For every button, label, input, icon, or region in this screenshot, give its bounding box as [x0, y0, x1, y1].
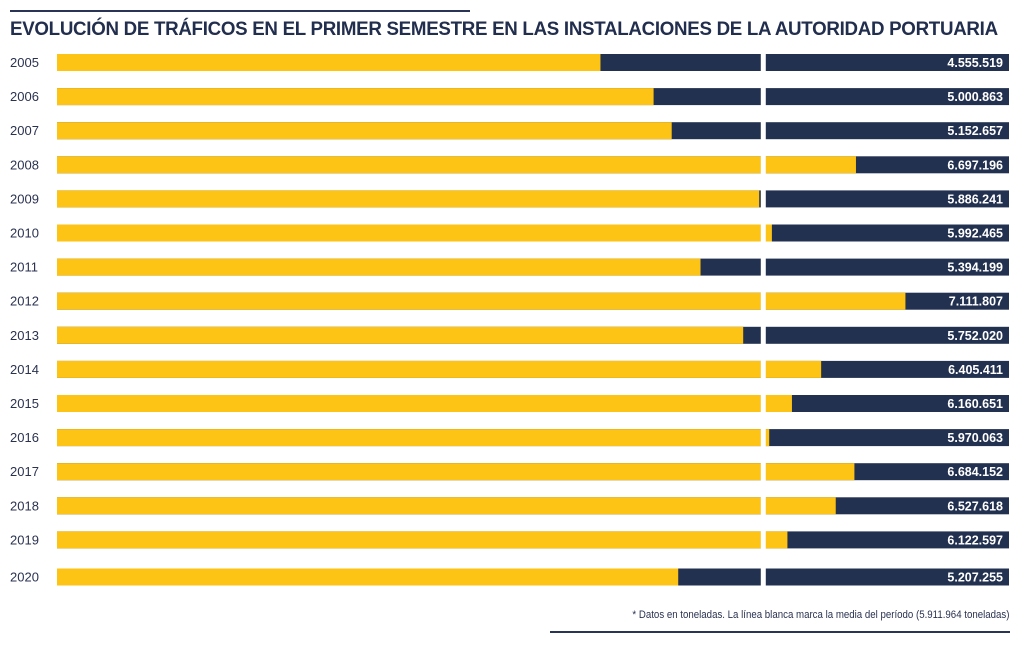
year-label: 2012 [10, 294, 39, 309]
bar-value [57, 429, 770, 447]
mean-line [760, 222, 766, 244]
year-label: 2019 [10, 532, 39, 547]
year-label: 2008 [10, 157, 39, 172]
value-label: 4.555.519 [947, 56, 1003, 70]
mean-line [760, 290, 766, 312]
bottom-rule [550, 631, 1010, 633]
footnote: * Datos en toneladas. La línea blanca ma… [631, 609, 1009, 621]
year-label: 2016 [10, 430, 39, 445]
year-label: 2011 [10, 260, 38, 275]
value-label: 6.527.618 [947, 499, 1003, 513]
chart-title: EVOLUCIÓN DE TRÁFICOS EN EL PRIMER SEMES… [10, 18, 998, 40]
bar-value [57, 531, 788, 549]
year-label: 2017 [10, 464, 39, 479]
value-label: 5.207.255 [947, 571, 1003, 585]
value-label: 6.405.411 [948, 363, 1003, 377]
value-label: 7.111.807 [949, 295, 1003, 309]
top-rule [10, 10, 470, 12]
bar-value [57, 224, 772, 242]
year-label: 2009 [10, 191, 39, 206]
mean-line [760, 427, 766, 449]
value-label: 5.152.657 [947, 124, 1003, 138]
value-label: 6.684.152 [947, 465, 1003, 479]
mean-line [760, 154, 766, 176]
year-label: 2006 [10, 89, 39, 104]
mean-line [760, 495, 766, 517]
mean-line [760, 86, 766, 108]
mean-line [760, 52, 766, 73]
bar-value [57, 258, 701, 276]
bar-value [57, 463, 855, 481]
bar-value [57, 190, 760, 208]
bar-value [57, 54, 601, 71]
year-label: 2010 [10, 226, 39, 241]
bar-value [57, 360, 822, 378]
bar-value [57, 156, 856, 174]
year-label: 2013 [10, 328, 39, 343]
bar-value [57, 292, 906, 310]
year-label: 2007 [10, 123, 39, 138]
value-label: 5.000.863 [947, 90, 1003, 104]
year-label: 2014 [10, 362, 39, 377]
bar-value [57, 395, 792, 412]
value-label: 5.992.465 [947, 227, 1003, 241]
mean-line [760, 358, 766, 380]
year-label: 2020 [10, 570, 39, 585]
mean-line [760, 529, 766, 551]
value-label: 5.970.063 [947, 431, 1003, 445]
mean-line [760, 256, 766, 278]
year-label: 2018 [10, 498, 39, 513]
mean-line [760, 566, 766, 588]
mean-line [760, 188, 766, 210]
value-label: 5.394.199 [947, 261, 1003, 275]
value-label: 6.697.196 [947, 158, 1003, 172]
year-label: 2005 [10, 55, 39, 70]
year-label: 2015 [10, 396, 39, 411]
bar-value [57, 326, 744, 344]
mean-line [760, 393, 766, 414]
value-label: 5.886.241 [947, 192, 1003, 206]
bar-value [57, 122, 672, 140]
bar-value [57, 497, 836, 515]
value-label: 6.160.651 [947, 397, 1003, 411]
mean-line [760, 120, 766, 142]
bar-value [57, 568, 679, 586]
mean-line [760, 324, 766, 346]
bar-value [57, 88, 654, 106]
mean-line [760, 461, 766, 483]
value-label: 5.752.020 [947, 329, 1003, 343]
value-label: 6.122.597 [947, 533, 1003, 547]
